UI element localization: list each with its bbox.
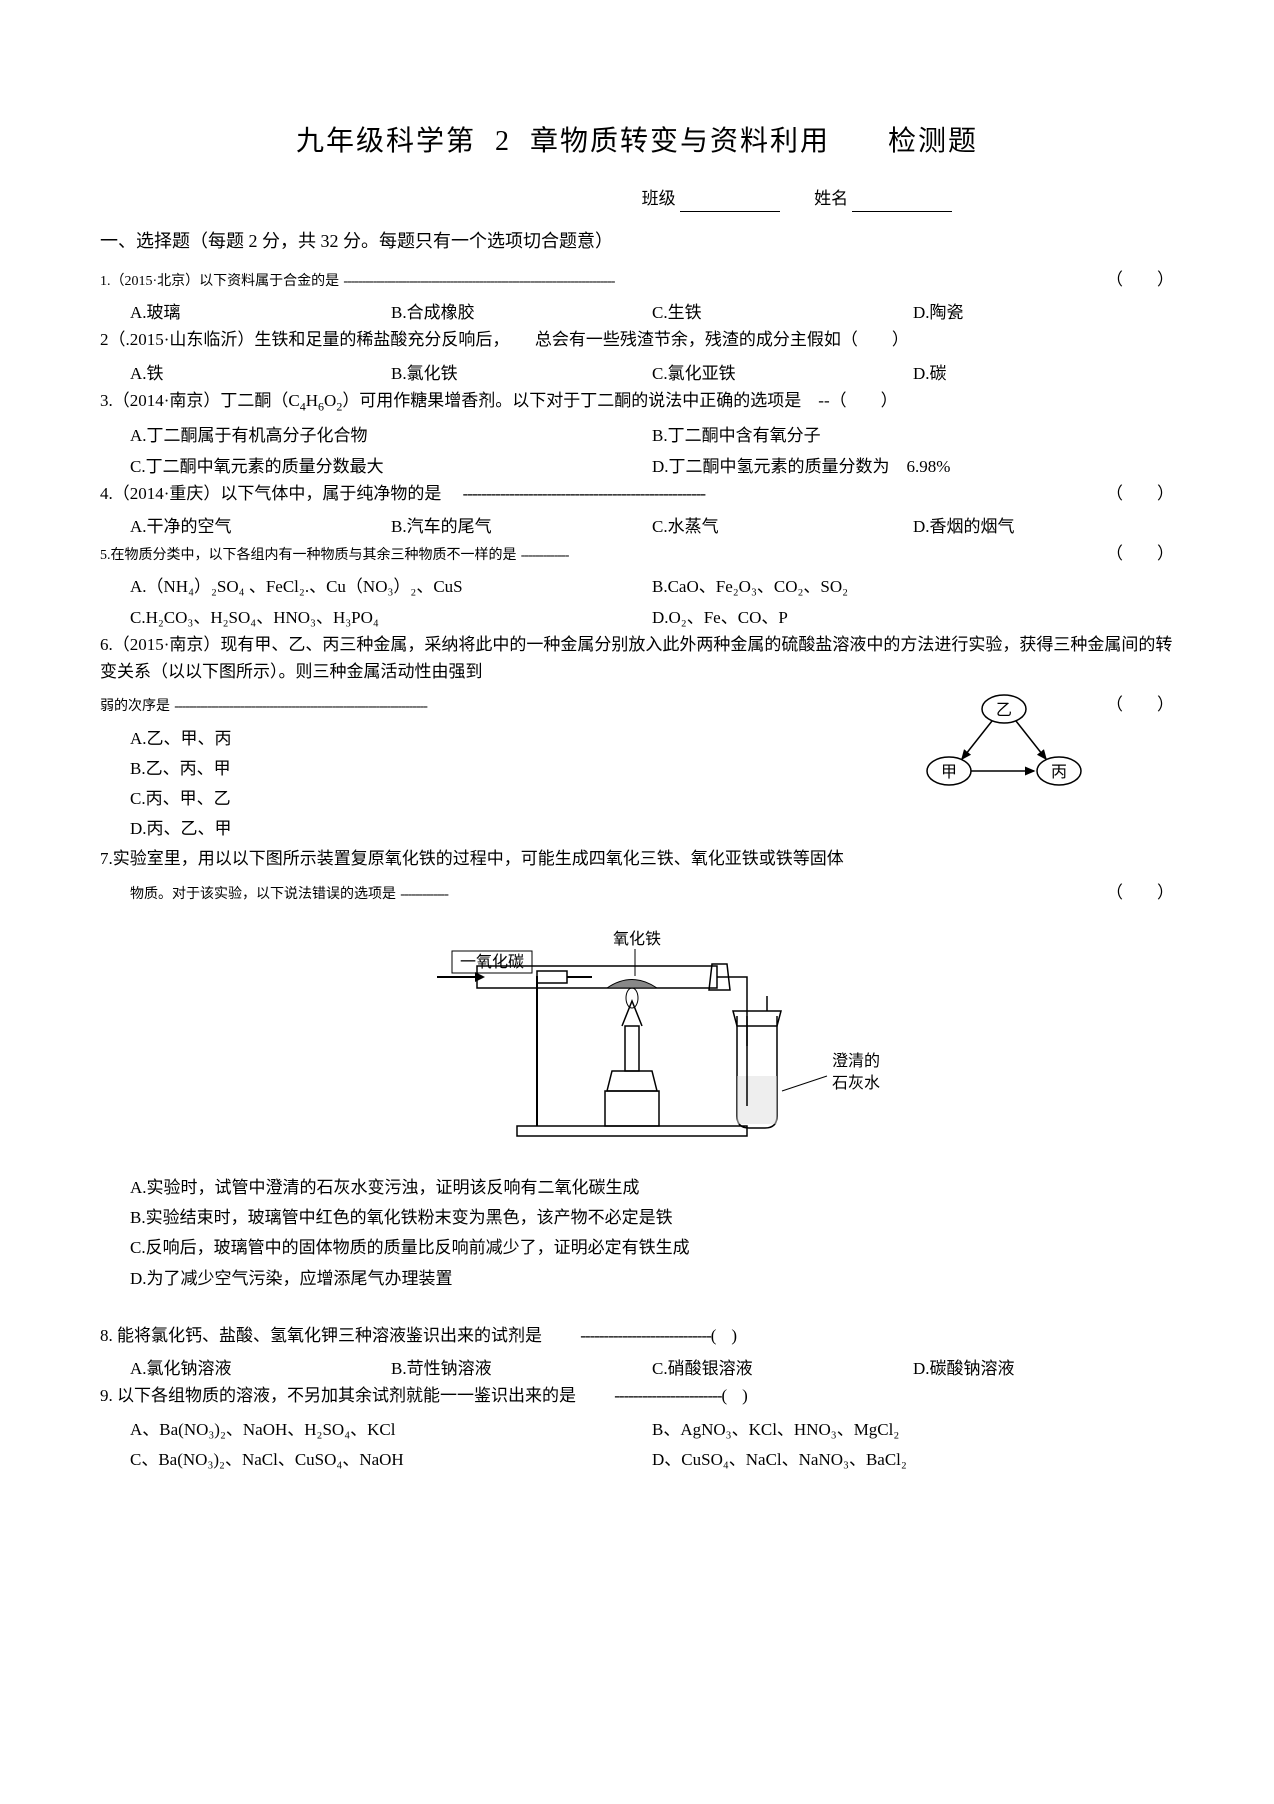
question-1: （ ） 1.（2015·北京）以下资料属于合金的是 --------------… xyxy=(100,266,1174,293)
q4-dashes: ----------------------------------------… xyxy=(463,484,705,503)
q4-opt-d: D.香烟的烟气 xyxy=(913,513,1174,540)
q1-opt-b: B.合成橡胶 xyxy=(391,299,652,326)
q6-stem2: 弱的次序是 xyxy=(100,699,170,714)
q6-diagram: 乙 甲 丙 xyxy=(914,691,1094,791)
q1-options: A.玻璃 B.合成橡胶 C.生铁 D.陶瓷 xyxy=(100,299,1174,326)
q7-options: A.实验时，试管中澄清的石灰水变污浊，证明该反响有二氧化碳生成 B.实验结束时，… xyxy=(100,1174,1174,1292)
q9-dashes: -----------------------( ) xyxy=(614,1386,747,1405)
q2-opt-c: C.氯化亚铁 xyxy=(652,360,913,387)
q7-dashes: ------------- xyxy=(400,887,448,902)
q1-opt-c: C.生铁 xyxy=(652,299,913,326)
q8-dashes: ----------------------------( ) xyxy=(580,1326,736,1345)
q3-opt-d: D.丁二酮中氢元素的质量分数为 6.98% xyxy=(652,453,1174,480)
q5-opt-c: C.H₂CO₃、H₂SO₄、HNO₃、H₃PO₄ xyxy=(130,604,652,631)
q7-opt-d: D.为了减少空气污染，应增添尾气办理装置 xyxy=(130,1265,1174,1292)
q6-dashes: ----------------------------------------… xyxy=(174,699,427,714)
section-title: 一、选择题（每题 2 分，共 32 分。每题只有一个选项切合题意） xyxy=(100,227,1174,256)
node-jia: 甲 xyxy=(941,764,957,781)
q7-opt-c: C.反响后，玻璃管中的固体物质的质量比反响前减少了，证明必定有铁生成 xyxy=(130,1234,1174,1261)
q5-options: A.（NH₄）₂SO₄ 、FeCl₂.、Cu（NO₃）₂、CuS B.CaO、F… xyxy=(100,573,1174,630)
q1-opt-d: D.陶瓷 xyxy=(913,299,1174,326)
label-co: 一氧化碳 xyxy=(460,953,524,971)
name-field: 姓名 xyxy=(814,185,952,212)
q8-options: A.氯化钠溶液 B.苛性钠溶液 C.硝酸银溶液 D.碳酸钠溶液 xyxy=(100,1355,1174,1382)
q1-dashes: ----------------------------------------… xyxy=(343,274,614,289)
q3-stem-pre: 3.（2014·南京）丁二酮（C xyxy=(100,391,300,410)
label-lime1: 澄清的 xyxy=(832,1052,880,1070)
answer-paren: （ ） xyxy=(1106,879,1174,906)
q7-opt-b: B.实验结束时，玻璃管中红色的氧化铁粉末变为黑色，该产物不必定是铁 xyxy=(130,1204,1174,1231)
q8-opt-a: A.氯化钠溶液 xyxy=(130,1355,391,1382)
name-blank xyxy=(852,194,952,212)
q2-stem: 2（.2015·山东临沂）生铁和足量的稀盐酸充分反响后， 总会有一些残渣节余，残… xyxy=(100,330,909,349)
q3-options: A.丁二酮属于有机高分子化合物 B.丁二酮中含有氧分子 C.丁二酮中氧元素的质量… xyxy=(100,422,1174,479)
q3-opt-a: A.丁二酮属于有机高分子化合物 xyxy=(130,422,652,449)
answer-paren: （ ） xyxy=(1106,691,1174,718)
q2-opt-d: D.碳 xyxy=(913,360,1174,387)
q4-opt-b: B.汽车的尾气 xyxy=(391,513,652,540)
q1-stem: 1.（2015·北京）以下资料属于合金的是 xyxy=(100,274,339,289)
question-8: 8. 能将氯化钙、盐酸、氢氧化钾三种溶液鉴识出来的试剂是 -----------… xyxy=(100,1322,1174,1349)
node-bing: 丙 xyxy=(1051,764,1067,781)
q9-stem: 9. 以下各组物质的溶液，不另加其余试剂就能一一鉴识出来的是 xyxy=(100,1386,576,1405)
title-part2: 章物质转变与资料利用 xyxy=(530,126,830,157)
q8-stem: 8. 能将氯化钙、盐酸、氢氧化钾三种溶液鉴识出来的试剂是 xyxy=(100,1326,542,1345)
answer-paren: （ ） xyxy=(1106,480,1174,507)
q7-opt-a: A.实验时，试管中澄清的石灰水变污浊，证明该反响有二氧化碳生成 xyxy=(130,1174,1174,1201)
q4-opt-c: C.水蒸气 xyxy=(652,513,913,540)
header-fields: 班级 姓名 xyxy=(100,185,1174,212)
q9-opt-b: B、AgNO₃、KCl、HNO₃、MgCl₂ xyxy=(652,1416,1174,1443)
q3-opt-b: B.丁二酮中含有氧分子 xyxy=(652,422,1174,449)
q8-opt-c: C.硝酸银溶液 xyxy=(652,1355,913,1382)
q2-opt-a: A.铁 xyxy=(130,360,391,387)
q5-opt-a: A.（NH₄）₂SO₄ 、FeCl₂.、Cu（NO₃）₂、CuS xyxy=(130,573,652,600)
question-5: （ ） 5.在物质分类中，以下各组内有一种物质与其余三种物质不一样的是 ----… xyxy=(100,540,1174,567)
q9-options: A、Ba(NO₃)₂、NaOH、H₂SO₄、KCl B、AgNO₃、KCl、HN… xyxy=(100,1416,1174,1473)
q5-opt-d: D.O₂、Fe、CO、P xyxy=(652,604,1174,631)
chapter-number: 2 xyxy=(495,126,511,157)
q4-options: A.干净的空气 B.汽车的尾气 C.水蒸气 D.香烟的烟气 xyxy=(100,513,1174,540)
title-part3: 检测题 xyxy=(888,126,978,157)
q8-opt-d: D.碳酸钠溶液 xyxy=(913,1355,1174,1382)
q4-stem: 4.（2014·重庆）以下气体中，属于纯净物的是 xyxy=(100,484,441,503)
q9-opt-c: C、Ba(NO₃)₂、NaCl、CuSO₄、NaOH xyxy=(130,1446,652,1473)
q3-stem-post: ）可用作糖果增香剂。以下对于丁二酮的说法中正确的选项是 --（ ） xyxy=(342,391,897,410)
q4-opt-a: A.干净的空气 xyxy=(130,513,391,540)
q2-options: A.铁 B.氯化铁 C.氯化亚铁 D.碳 xyxy=(100,360,1174,387)
q8-opt-b: B.苛性钠溶液 xyxy=(391,1355,652,1382)
label-lime2: 石灰水 xyxy=(832,1074,880,1092)
question-6: 6.（2015·南京）现有甲、乙、丙三种金属，采纳将此中的一种金属分别放入此外两… xyxy=(100,631,1174,843)
q5-stem: 5.在物质分类中，以下各组内有一种物质与其余三种物质不一样的是 xyxy=(100,548,517,563)
q7-stem2: 物质。对于该实验，以下说法错误的选项是 xyxy=(130,887,396,902)
q2-opt-b: B.氯化铁 xyxy=(391,360,652,387)
answer-paren: （ ） xyxy=(1106,266,1174,293)
question-3: 3.（2014·南京）丁二酮（C4H6O2）可用作糖果增香剂。以下对于丁二酮的说… xyxy=(100,387,1174,417)
question-4: （ ） 4.（2014·重庆）以下气体中，属于纯净物的是 -----------… xyxy=(100,480,1174,507)
q9-opt-d: D、CuSO₄、NaCl、NaNO₃、BaCl₂ xyxy=(652,1446,1174,1473)
question-9: 9. 以下各组物质的溶液，不另加其余试剂就能一一鉴识出来的是 ---------… xyxy=(100,1382,1174,1409)
question-2: 2（.2015·山东临沂）生铁和足量的稀盐酸充分反响后， 总会有一些残渣节余，残… xyxy=(100,326,1174,353)
q7-diagram: 一氧化碳 氧化铁 澄清的 石灰水 xyxy=(100,916,1174,1154)
class-blank xyxy=(680,194,780,212)
q9-opt-a: A、Ba(NO₃)₂、NaOH、H₂SO₄、KCl xyxy=(130,1416,652,1443)
q1-opt-a: A.玻璃 xyxy=(130,299,391,326)
q6-stem: 6.（2015·南京）现有甲、乙、丙三种金属，采纳将此中的一种金属分别放入此外两… xyxy=(100,635,1172,681)
title-part1: 九年级科学第 xyxy=(296,126,476,157)
node-yi: 乙 xyxy=(996,702,1012,719)
label-feo: 氧化铁 xyxy=(613,930,661,948)
class-field: 班级 xyxy=(642,185,780,212)
page-title: 九年级科学第 2 章物质转变与资料利用 检测题 xyxy=(100,120,1174,165)
q5-dashes: ------------- xyxy=(521,548,569,563)
q7-stem: 7.实验室里，用以以下图所示装置复原氧化铁的过程中，可能生成四氧化三铁、氧化亚铁… xyxy=(100,849,844,868)
q5-opt-b: B.CaO、Fe₂O₃、CO₂、SO₂ xyxy=(652,573,1174,600)
q3-opt-c: C.丁二酮中氧元素的质量分数最大 xyxy=(130,453,652,480)
answer-paren: （ ） xyxy=(1106,540,1174,567)
q6-opt-d: D.丙、乙、甲 xyxy=(130,815,1174,842)
question-7: 7.实验室里，用以以下图所示装置复原氧化铁的过程中，可能生成四氧化三铁、氧化亚铁… xyxy=(100,845,1174,1292)
